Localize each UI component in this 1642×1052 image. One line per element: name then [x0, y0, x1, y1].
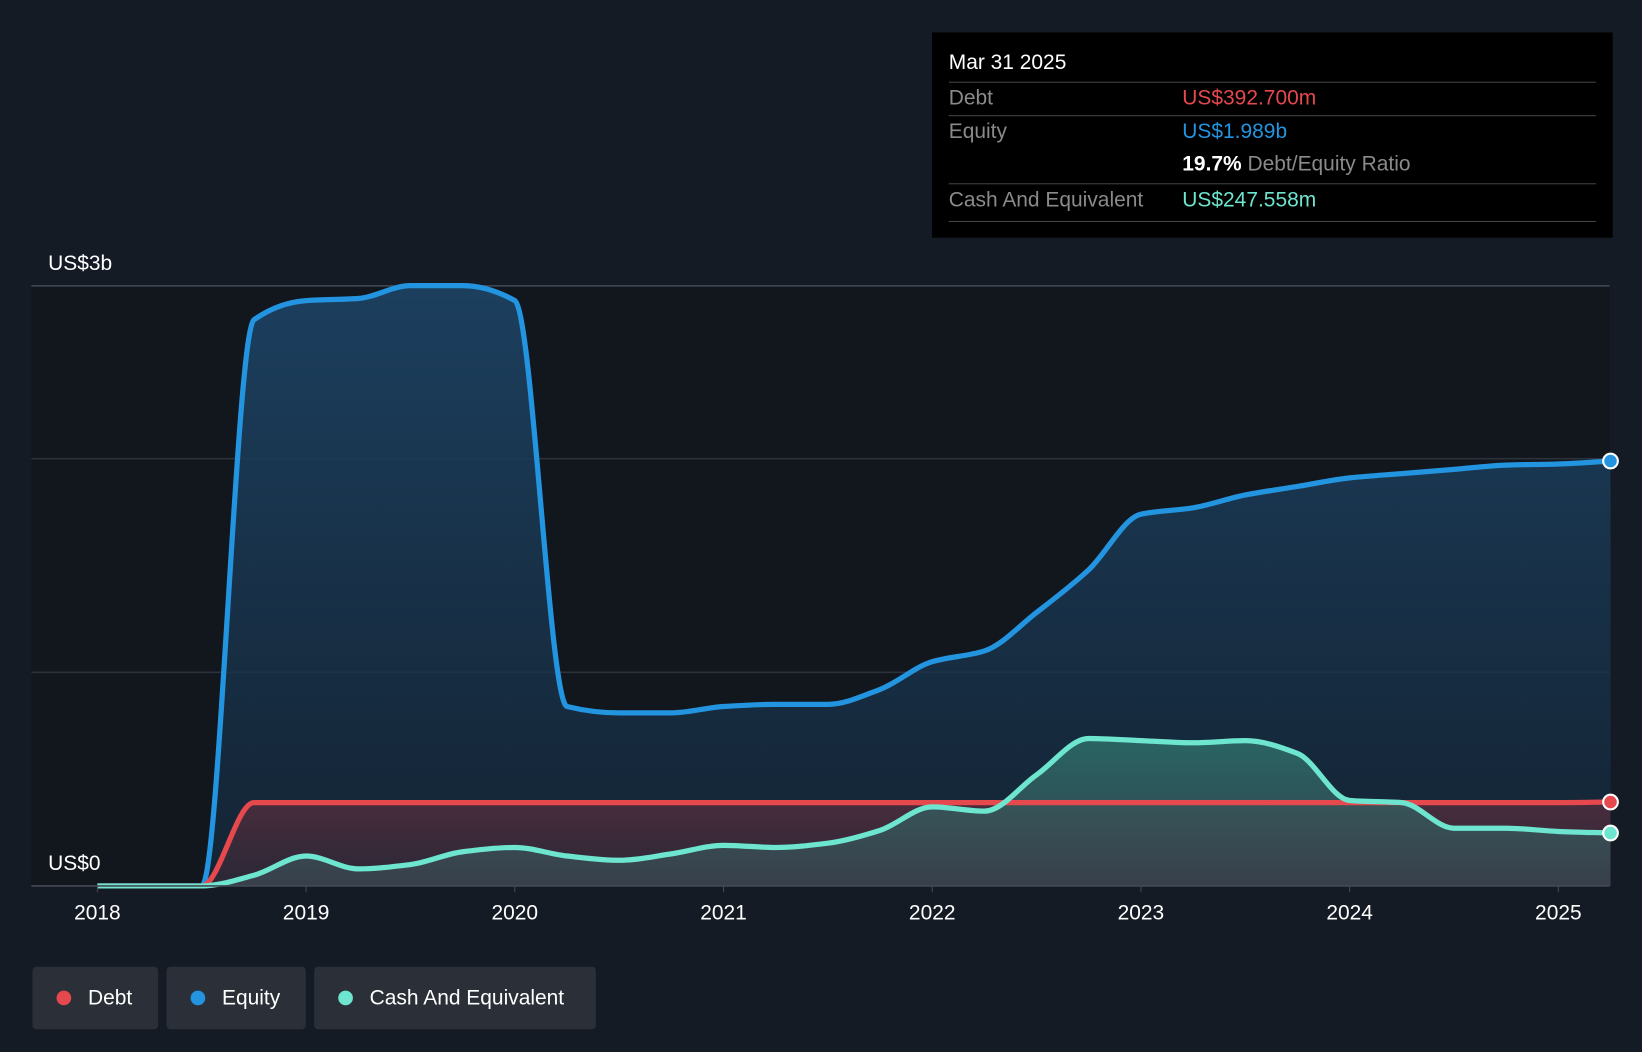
x-tick-label: 2020	[492, 901, 539, 924]
x-tick-label: 2018	[74, 901, 121, 924]
tooltip-ratio-value: 19.7%	[1182, 152, 1242, 176]
equity-area	[97, 285, 1611, 886]
legend-cash-label: Cash And Equivalent	[369, 985, 565, 1009]
legend-cash[interactable]: Cash And Equivalent	[314, 966, 596, 1030]
tooltip-cash-value: US$247.558m	[1182, 188, 1317, 212]
equity-end-marker[interactable]	[1602, 452, 1619, 470]
tooltip-date: Mar 31 2025	[948, 51, 1067, 75]
tooltip-ratio-row: 19.7% Debt/Equity Ratio	[949, 149, 1596, 183]
x-tick-label: 2019	[283, 901, 330, 924]
x-tick-label: 2022	[909, 901, 956, 924]
cash-and-equivalent-area	[97, 738, 1611, 886]
debt-end-marker[interactable]	[1602, 793, 1619, 811]
cash-and-equivalent-end-marker[interactable]	[1602, 824, 1619, 842]
legend-debt-label: Debt	[87, 985, 133, 1009]
tooltip-equity-row: Equity US$1.989b	[948, 115, 1596, 150]
tooltip-equity-label: Equity	[948, 120, 1007, 144]
x-tick-label: 2023	[1118, 901, 1165, 924]
x-tick-label: 2024	[1326, 901, 1373, 924]
tooltip-debt-row: Debt US$392.700m	[948, 81, 1596, 117]
equity-line	[97, 283, 1611, 889]
legend-equity[interactable]: Equity	[166, 966, 306, 1030]
legend-equity-label: Equity	[222, 985, 281, 1009]
tooltip-debt-label: Debt	[948, 86, 994, 110]
y-label-bottom: US$0	[48, 852, 100, 875]
legend-debt[interactable]: Debt	[32, 966, 159, 1030]
tooltip-cash-label: Cash And Equivalent	[948, 188, 1144, 212]
tooltip-cash-row: Cash And Equivalent US$247.558m	[948, 183, 1596, 223]
tooltip-ratio-label: Debt/Equity Ratio	[1247, 152, 1411, 176]
cash-and-equivalent-line	[97, 735, 1611, 889]
x-tick-label: 2025	[1535, 901, 1582, 924]
tooltip: Mar 31 2025 Debt US$392.700m Equity US$1…	[932, 32, 1613, 238]
debt-dot-icon	[56, 990, 72, 1006]
y-label-top: US$3b	[48, 252, 112, 275]
equity-dot-icon	[190, 990, 206, 1006]
tooltip-debt-value: US$392.700m	[1182, 86, 1317, 110]
tooltip-ratio: 19.7% Debt/Equity Ratio	[1182, 153, 1410, 177]
cash-dot-icon	[338, 990, 353, 1006]
tooltip-equity-value: US$1.989b	[1182, 120, 1288, 144]
x-tick-label: 2021	[700, 901, 747, 924]
